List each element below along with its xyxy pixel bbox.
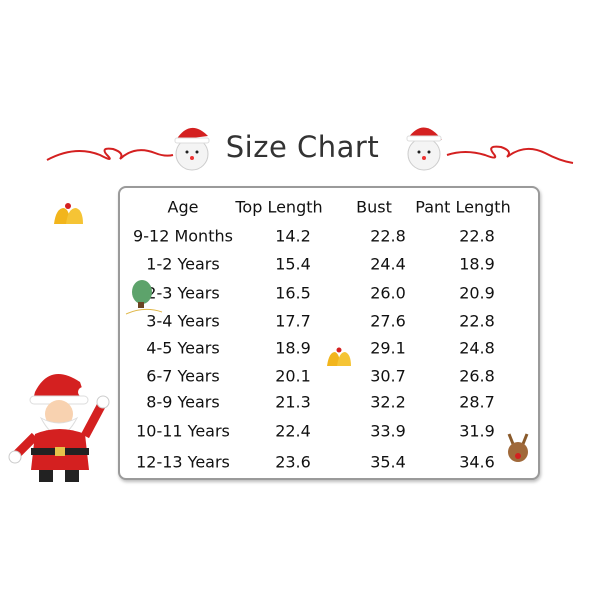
cell-top-length: 17.7 [275, 311, 311, 331]
cell-age: 1-2 Years [146, 254, 220, 274]
cell-bust: 33.9 [370, 421, 406, 441]
left-ribbon-swirl-icon [46, 147, 174, 161]
cell-top-length: 16.5 [275, 283, 311, 303]
cell-pant-length: 20.9 [459, 283, 495, 303]
cell-top-length: 20.1 [275, 366, 311, 386]
cell-age: 12-13 Years [136, 452, 230, 472]
cell-pant-length: 31.9 [459, 421, 495, 441]
cell-pant-length: 18.9 [459, 254, 495, 274]
cell-pant-length: 22.8 [459, 311, 495, 331]
cell-age: 2-3 Years [146, 283, 220, 303]
cell-top-length: 22.4 [275, 421, 311, 441]
snowman-right-icon [406, 127, 442, 171]
header-bust: Bust [356, 197, 392, 217]
cell-age: 10-11 Years [136, 421, 230, 441]
cell-pant-length: 22.8 [459, 226, 495, 246]
cell-bust: 22.8 [370, 226, 406, 246]
tree-icon [125, 280, 163, 315]
snowman-left-icon [174, 127, 210, 171]
cell-top-length: 15.4 [275, 254, 311, 274]
header-age: Age [167, 197, 199, 217]
cell-top-length: 21.3 [275, 392, 311, 412]
bells-icon [54, 203, 83, 224]
header-pant-length: Pant Length [415, 197, 511, 217]
cell-bust: 32.2 [370, 392, 406, 412]
cell-pant-length: 28.7 [459, 392, 495, 412]
cell-age: 9-12 Months [133, 226, 233, 246]
cell-bust: 27.6 [370, 311, 406, 331]
cell-pant-length: 24.8 [459, 338, 495, 358]
cell-age: 3-4 Years [146, 311, 220, 331]
cell-bust: 24.4 [370, 254, 406, 274]
cell-pant-length: 34.6 [459, 452, 495, 472]
cell-age: 8-9 Years [146, 392, 220, 412]
page-title: Size Chart [225, 130, 380, 164]
cell-bust: 30.7 [370, 366, 406, 386]
cell-top-length: 14.2 [275, 226, 311, 246]
cell-top-length: 23.6 [275, 452, 311, 472]
cell-pant-length: 26.8 [459, 366, 495, 386]
right-ribbon-swirl-icon [446, 145, 574, 164]
reindeer-icon [507, 433, 529, 462]
cell-age: 4-5 Years [146, 338, 220, 358]
size-chart-table [118, 186, 540, 480]
cell-top-length: 18.9 [275, 338, 311, 358]
bells-small-icon [327, 347, 351, 366]
cell-bust: 26.0 [370, 283, 406, 303]
cell-bust: 35.4 [370, 452, 406, 472]
santa-claus-icon [8, 374, 110, 482]
cell-bust: 29.1 [370, 338, 406, 358]
header-top-length: Top Length [235, 197, 323, 217]
cell-age: 6-7 Years [146, 366, 220, 386]
